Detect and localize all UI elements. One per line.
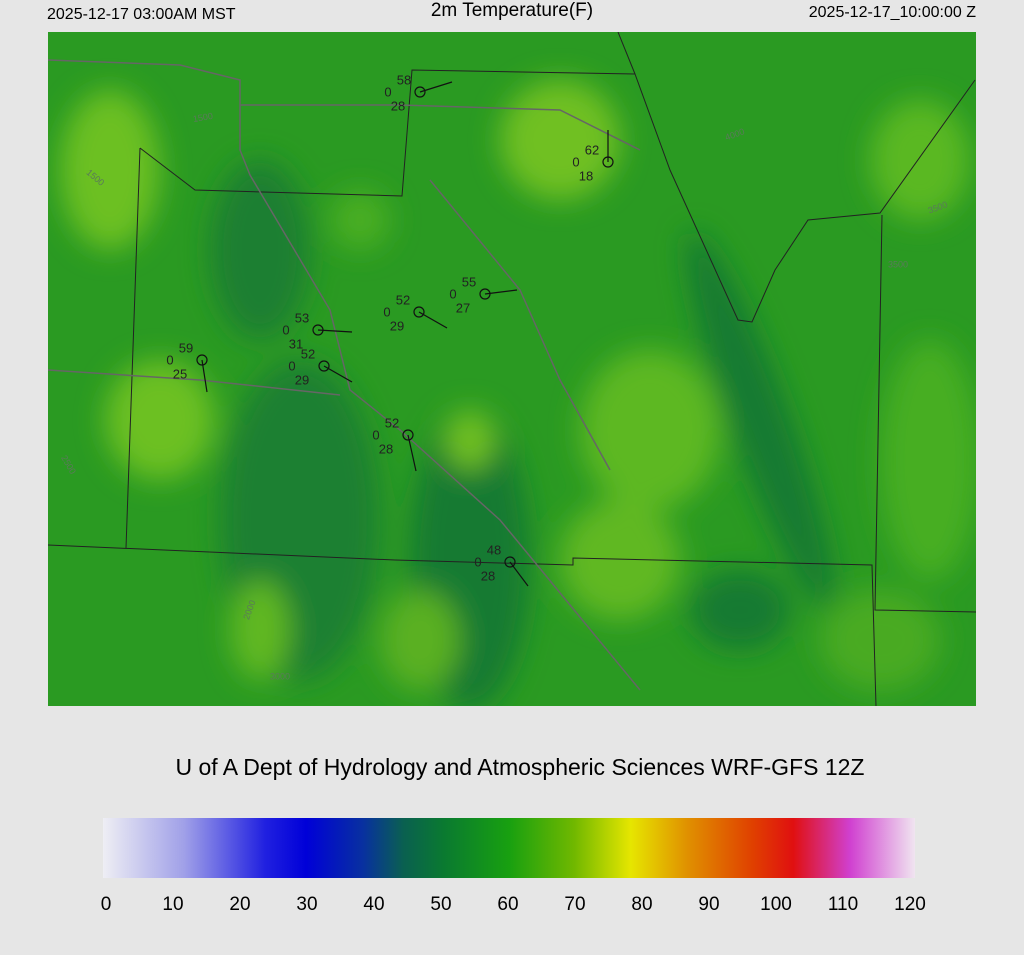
station-circle (479, 288, 491, 300)
station-circle (318, 360, 330, 372)
dewpoint: 29 (295, 372, 309, 387)
station-left: 0 (166, 352, 173, 367)
temperature: 55 (462, 274, 476, 289)
temperature: 58 (397, 72, 411, 87)
station-left: 0 (474, 554, 481, 569)
station-left: 0 (384, 84, 391, 99)
valid-time: 2025-12-17_10:00:00 Z (809, 4, 976, 21)
temperature: 52 (301, 346, 315, 361)
county-borders (48, 32, 976, 706)
dewpoint: 29 (390, 318, 404, 333)
colorbar-tick-label: 10 (162, 894, 183, 915)
wind-barb (407, 434, 417, 472)
station-circle (196, 354, 208, 366)
colorbar-tick-label: 80 (631, 894, 652, 915)
map-frame (48, 32, 976, 706)
colorbar-tick-label: 50 (430, 894, 451, 915)
dewpoint: 27 (456, 300, 470, 315)
station-circle (402, 429, 414, 441)
dewpoint: 28 (391, 98, 405, 113)
station-circle (414, 86, 426, 98)
station-circle (413, 306, 425, 318)
dewpoint: 18 (579, 168, 593, 183)
contour-label: 1500 (192, 111, 213, 124)
colorbar-tick-label: 40 (363, 894, 384, 915)
station-circle (312, 324, 324, 336)
colorbar-tick-label: 120 (894, 894, 926, 915)
colorbar-tick-label: 20 (229, 894, 250, 915)
temperature: 48 (487, 542, 501, 557)
colorbar-tick-label: 60 (497, 894, 518, 915)
credit: U of A Dept of Hydrology and Atmospheric… (175, 754, 864, 780)
station-left: 0 (383, 304, 390, 319)
temperature: 52 (396, 292, 410, 307)
local-time: 2025-12-17 03:00AM MST (47, 6, 236, 23)
wind-barb (317, 329, 353, 333)
station-left: 0 (282, 322, 289, 337)
temperature: 53 (295, 310, 309, 325)
colorbar-tick-label: 110 (828, 894, 858, 915)
contour-label: 3500 (888, 259, 908, 269)
colorbar-tick-label: 30 (296, 894, 317, 915)
station-circle (602, 156, 614, 168)
colorbar-tick-label: 0 (101, 894, 112, 915)
dewpoint: 28 (481, 568, 495, 583)
station-left: 0 (449, 286, 456, 301)
colorbar-tick-label: 70 (564, 894, 585, 915)
dewpoint: 25 (173, 366, 187, 381)
colorbar-tick-label: 90 (698, 894, 719, 915)
temperature: 62 (585, 142, 599, 157)
temperature: 59 (179, 340, 193, 355)
station-left: 0 (372, 427, 379, 442)
colorbar-tick-label: 100 (760, 894, 792, 915)
contour-label: 3000 (270, 671, 290, 681)
station-left: 0 (572, 154, 579, 169)
dewpoint: 28 (379, 441, 393, 456)
temperature: 52 (385, 415, 399, 430)
station-left: 0 (288, 358, 295, 373)
dewpoint: 31 (289, 336, 303, 351)
colorbar (103, 818, 915, 878)
map-title: 2m Temperature(F) (431, 0, 593, 21)
terrain-shading (60, 80, 976, 706)
station-circle (504, 556, 516, 568)
roads (48, 59, 641, 691)
